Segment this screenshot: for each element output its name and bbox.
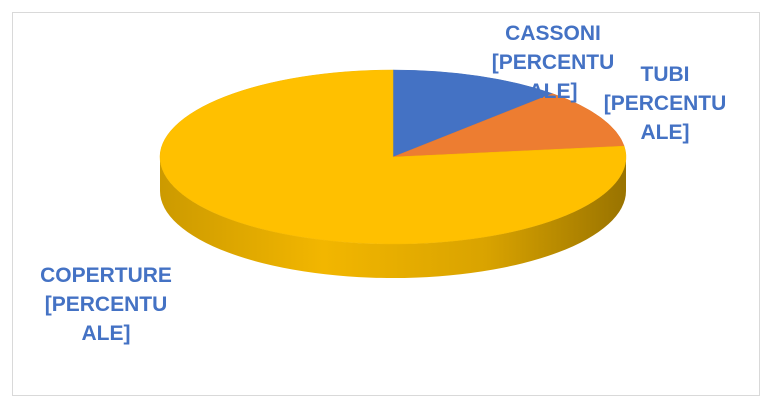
pie-slice-coperture	[159, 69, 627, 245]
data-label-cassoni: CASSONI [PERCENTU ALE]	[492, 22, 615, 103]
data-label-tubi: TUBI [PERCENTU ALE]	[604, 63, 727, 144]
pie-slice-tubi	[392, 93, 625, 158]
data-label-coperture: COPERTURE [PERCENTU ALE]	[40, 264, 172, 345]
pie-side-coperture	[160, 157, 626, 278]
pie-slice-cassoni	[392, 69, 554, 158]
